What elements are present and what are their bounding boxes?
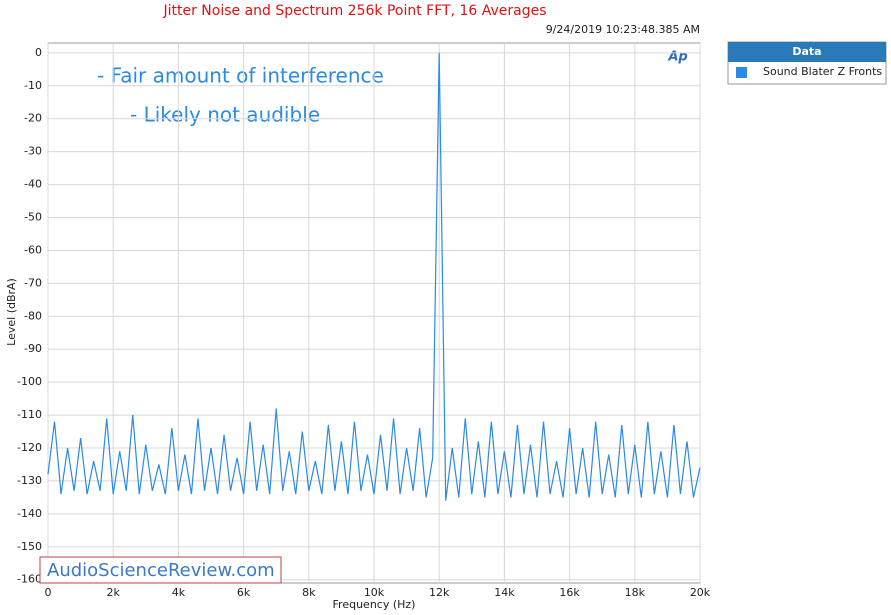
x-axis-label: Frequency (Hz) xyxy=(333,598,416,611)
annotation: - Likely not audible xyxy=(130,103,320,127)
y-tick-label: -50 xyxy=(24,211,42,224)
legend-label: Sound Blater Z Fronts xyxy=(763,65,882,78)
annotation: - Fair amount of interference xyxy=(97,64,384,88)
legend-swatch xyxy=(736,67,747,78)
y-tick-label: -160 xyxy=(17,573,42,586)
x-tick-label: 4k xyxy=(172,586,186,599)
y-tick-label: -120 xyxy=(17,441,42,454)
legend-title: Data xyxy=(792,45,821,58)
y-tick-label: -70 xyxy=(24,276,42,289)
x-tick-label: 12k xyxy=(429,586,450,599)
timestamp: 9/24/2019 10:23:48.385 AM xyxy=(546,23,700,36)
x-tick-label: 18k xyxy=(625,586,646,599)
y-tick-label: -40 xyxy=(24,178,42,191)
y-tick-label: -150 xyxy=(17,540,42,553)
x-tick-label: 2k xyxy=(107,586,121,599)
y-tick-label: -80 xyxy=(24,309,42,322)
y-axis-label: Level (dBrA) xyxy=(5,278,18,346)
x-tick-label: 16k xyxy=(559,586,580,599)
x-tick-label: 6k xyxy=(237,586,251,599)
x-tick-label: 10k xyxy=(364,586,385,599)
legend-header xyxy=(728,42,886,62)
x-tick-label: 0 xyxy=(45,586,52,599)
y-tick-label: -140 xyxy=(17,507,42,520)
watermark-box xyxy=(39,556,282,584)
y-tick-label: -20 xyxy=(24,112,42,125)
y-tick-label: -90 xyxy=(24,342,42,355)
y-tick-label: -130 xyxy=(17,474,42,487)
y-tick-label: 0 xyxy=(35,46,42,59)
x-tick-label: 14k xyxy=(494,586,515,599)
watermark: AudioScienceReview.com xyxy=(47,560,275,581)
x-tick-label: 8k xyxy=(302,586,316,599)
logo: Ap xyxy=(667,50,687,65)
y-tick-label: -10 xyxy=(24,79,42,92)
y-tick-label: -60 xyxy=(24,243,42,256)
y-tick-label: -110 xyxy=(17,408,42,421)
x-tick-label: 20k xyxy=(690,586,711,599)
chart-title: Jitter Noise and Spectrum 256k Point FFT… xyxy=(162,3,546,19)
series-line xyxy=(47,52,701,501)
y-tick-label: -100 xyxy=(17,375,42,388)
y-tick-label: -30 xyxy=(24,145,42,158)
